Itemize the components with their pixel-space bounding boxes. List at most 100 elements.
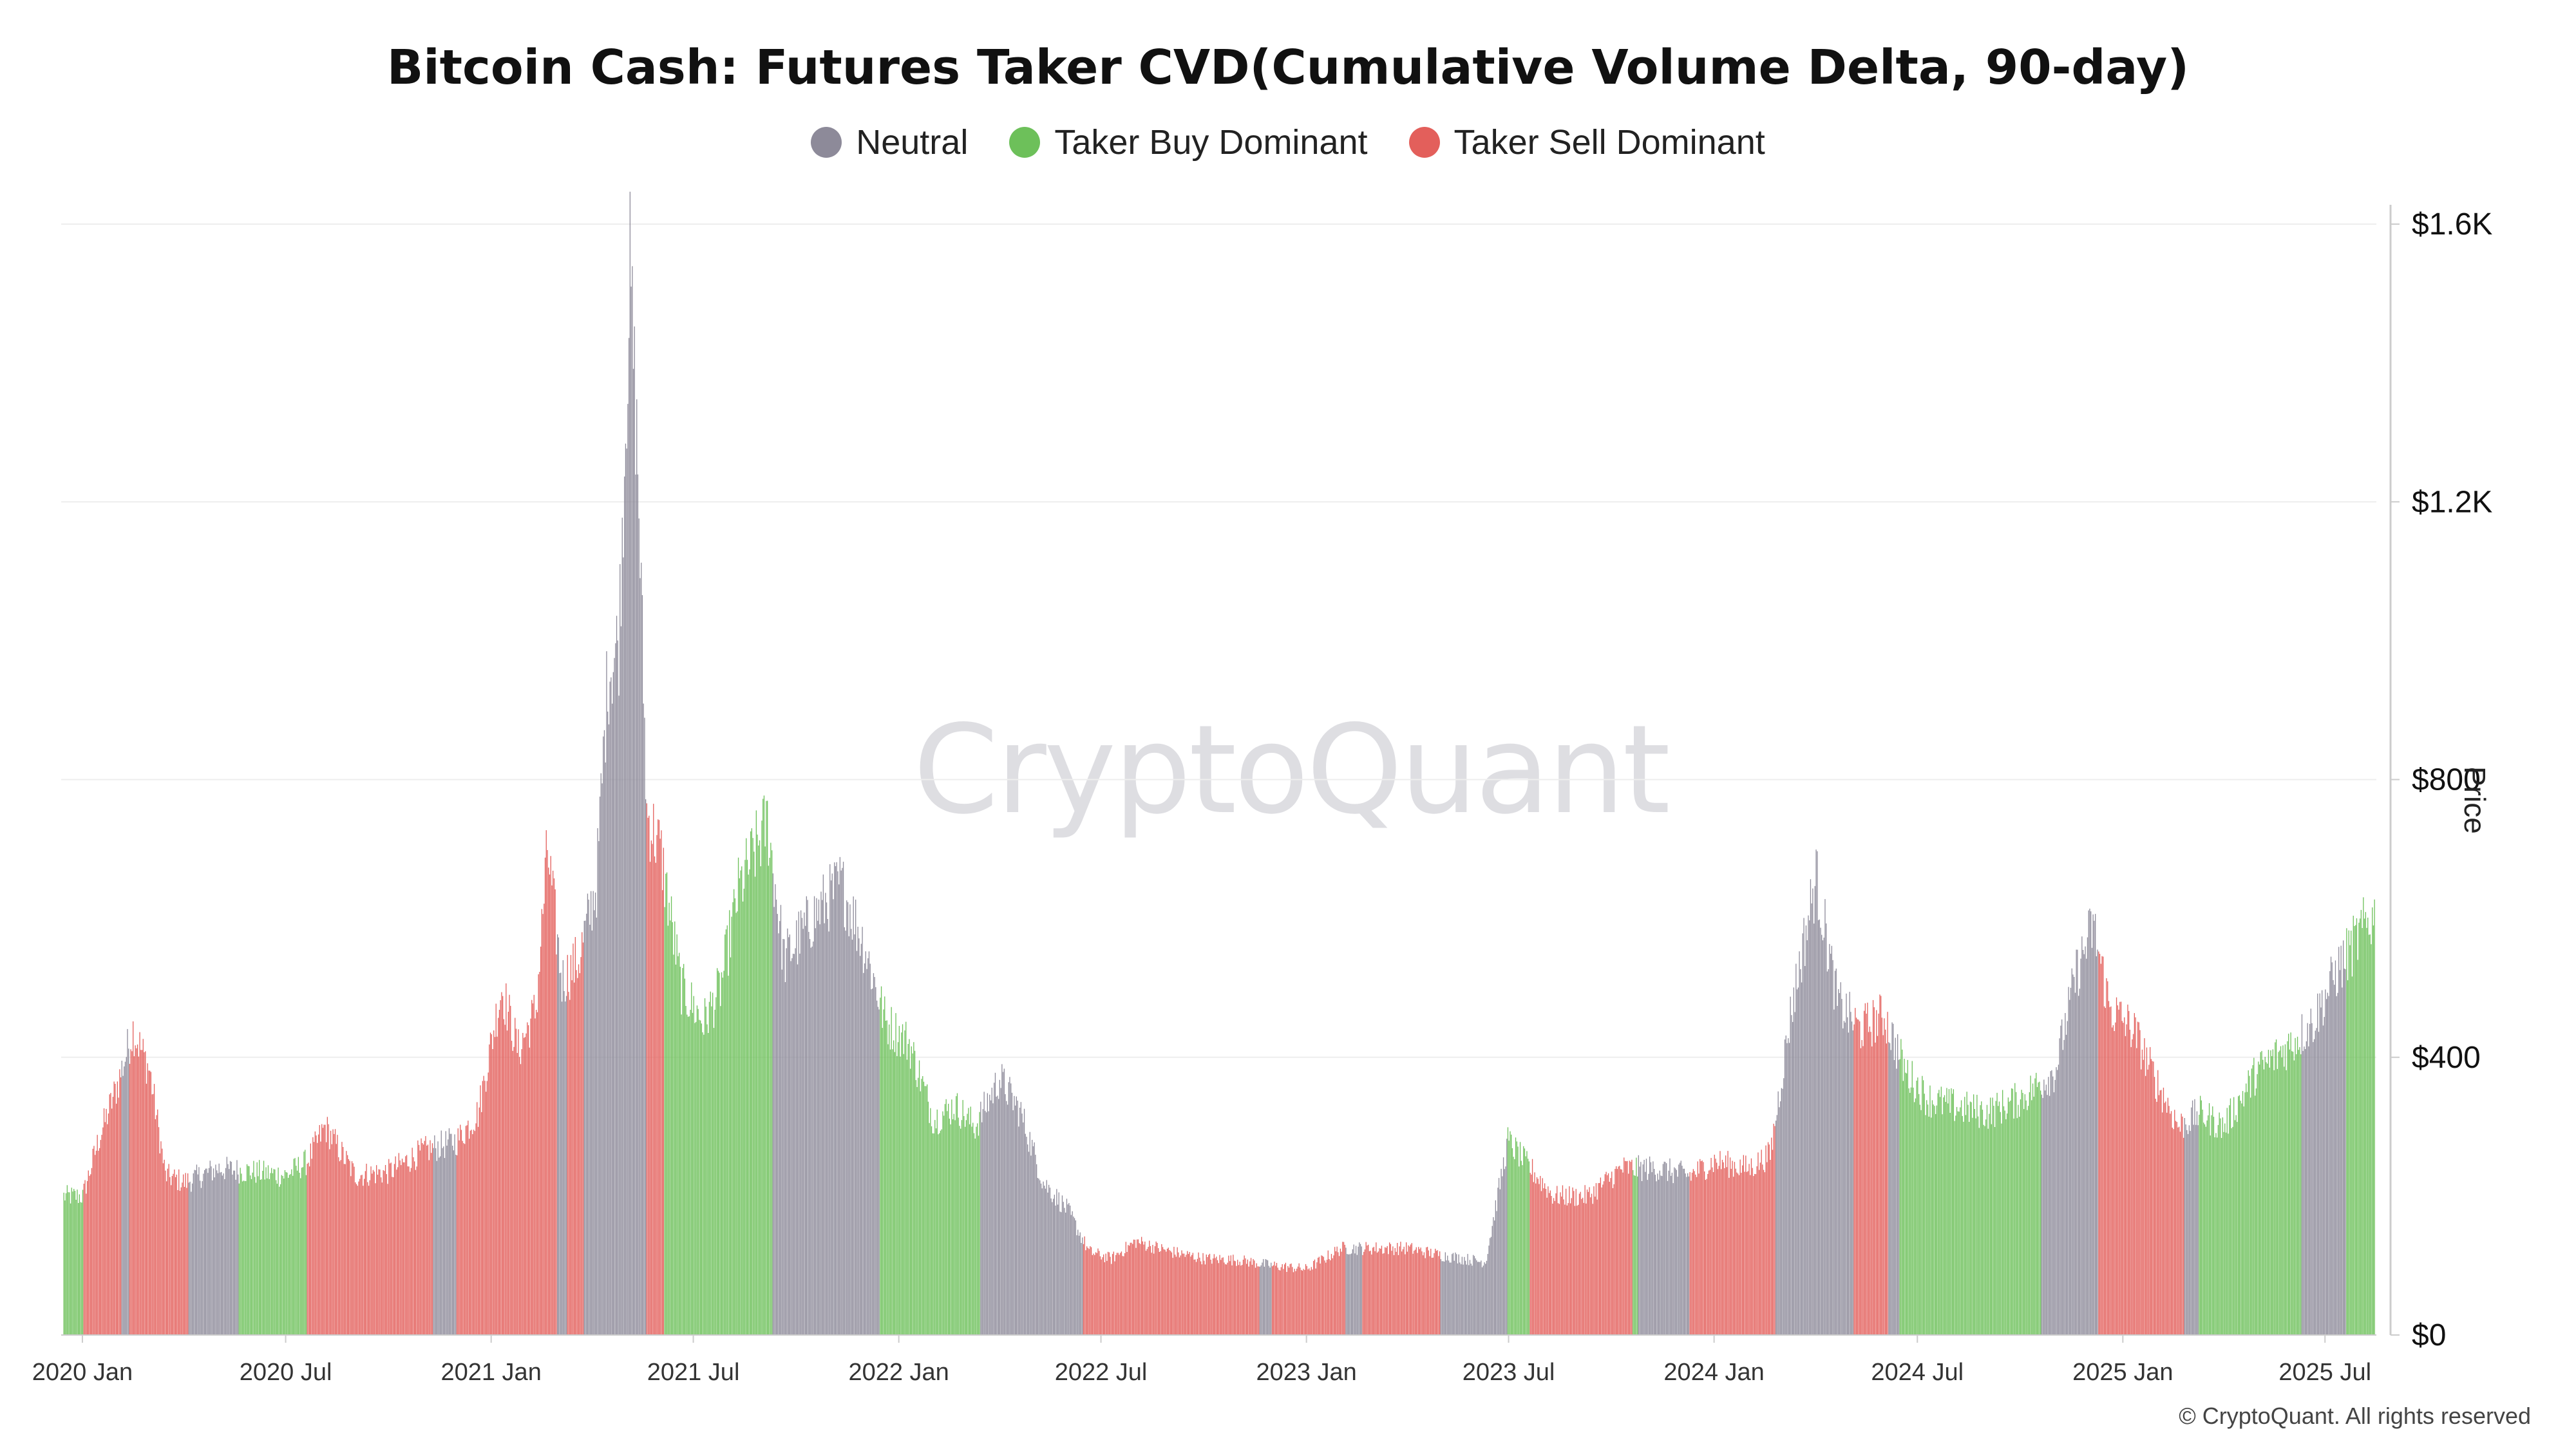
price-bar (1046, 1180, 1047, 1335)
price-bar (1609, 1182, 1610, 1335)
price-bar (784, 982, 786, 1335)
price-bar (1097, 1248, 1099, 1335)
price-bar (1873, 1007, 1875, 1335)
price-bar (1844, 1022, 1846, 1335)
price-bar (1108, 1252, 1110, 1335)
price-bar (368, 1186, 370, 1335)
price-bar (740, 870, 741, 1335)
price-bar (193, 1173, 194, 1335)
price-bar (2305, 1049, 2306, 1335)
price-bar (300, 1178, 301, 1335)
price-bar (1359, 1244, 1361, 1335)
price-bar (263, 1160, 265, 1335)
price-bar (1477, 1262, 1479, 1335)
price-bar (724, 934, 726, 1335)
price-bar (2195, 1124, 2197, 1335)
price-bar (715, 997, 717, 1335)
price-bar (1072, 1211, 1073, 1335)
legend-item-taker-sell[interactable]: Taker Sell Dominant (1408, 122, 1765, 162)
legend-item-taker-buy[interactable]: Taker Buy Dominant (1009, 122, 1368, 162)
price-bar (869, 963, 871, 1335)
price-bar (822, 874, 824, 1335)
price-bar (1938, 1090, 1940, 1335)
price-bar (301, 1168, 303, 1335)
price-bar (1094, 1255, 1095, 1335)
price-bar (1754, 1173, 1756, 1335)
price-bar (2277, 1068, 2278, 1335)
price-bar (2036, 1086, 2038, 1335)
price-bar (2255, 1088, 2257, 1335)
price-bar (1389, 1242, 1390, 1335)
price-bar (1368, 1251, 1370, 1335)
price-bar (1222, 1257, 1224, 1335)
price-bar (1981, 1101, 1982, 1335)
price-bar (234, 1170, 236, 1335)
price-bar (2253, 1057, 2255, 1335)
price-bar (1423, 1252, 1425, 1335)
price-bar (1517, 1146, 1519, 1335)
price-bar (1412, 1253, 1414, 1335)
price-bar (1781, 1088, 1782, 1335)
price-bar (1209, 1253, 1211, 1335)
price-bar (949, 1119, 950, 1335)
price-bar (2366, 927, 2367, 1335)
price-bar (180, 1187, 182, 1335)
price-bar (1685, 1173, 1686, 1335)
price-bar (1535, 1183, 1537, 1335)
price-bar (89, 1175, 90, 1335)
chart-title: Bitcoin Cash: Futures Taker CVD(Cumulati… (386, 40, 2190, 95)
price-bar (1998, 1101, 2000, 1335)
price-bar (1591, 1193, 1593, 1335)
price-bar (2183, 1137, 2184, 1335)
price-bar (2097, 949, 2098, 1335)
price-bar (434, 1135, 435, 1335)
price-bar (437, 1141, 439, 1335)
price-bar (90, 1174, 91, 1335)
price-bar (662, 890, 663, 1335)
price-bar (1610, 1178, 1611, 1335)
price-bar (1895, 1037, 1896, 1335)
legend-item-neutral[interactable]: Neutral (811, 122, 968, 162)
price-bar (863, 972, 864, 1335)
price-bar (2126, 1024, 2127, 1335)
price-bar (2280, 1046, 2282, 1335)
price-bar (364, 1179, 365, 1335)
price-bar (1494, 1220, 1495, 1335)
price-bar (796, 920, 797, 1335)
price-bar (1053, 1198, 1054, 1335)
price-bar (1059, 1211, 1061, 1335)
price-bar (338, 1157, 339, 1335)
price-bar (1246, 1264, 1247, 1335)
price-bar (1086, 1246, 1088, 1335)
price-bar (1739, 1159, 1741, 1335)
price-bar (1391, 1251, 1392, 1335)
price-bar (1361, 1246, 1362, 1335)
price-bar (2241, 1103, 2242, 1335)
price-bar (2226, 1108, 2228, 1335)
price-bar (1160, 1251, 1161, 1335)
price-bar (1952, 1094, 1953, 1335)
price-bar (2092, 914, 2094, 1335)
price-bar (405, 1156, 406, 1335)
price-bar (2289, 1049, 2290, 1335)
price-bar (1050, 1198, 1052, 1335)
price-bar (790, 961, 791, 1335)
price-bar (708, 1001, 710, 1335)
price-bar (452, 1146, 453, 1335)
price-bar (2223, 1132, 2224, 1335)
price-bar (1759, 1162, 1761, 1335)
price-bar (2041, 1094, 2042, 1335)
price-bar (1676, 1170, 1677, 1335)
price-bar (647, 817, 649, 1335)
price-bar (1985, 1119, 1987, 1335)
price-bar (1351, 1253, 1352, 1335)
price-bar (1140, 1244, 1141, 1335)
price-bar (711, 1006, 712, 1335)
price-bar (312, 1137, 314, 1335)
price-bar (1456, 1254, 1457, 1335)
price-bar (560, 972, 562, 1335)
price-bar (1115, 1255, 1117, 1335)
price-bar (66, 1185, 68, 1335)
price-bar (1406, 1251, 1408, 1335)
price-bar (305, 1175, 307, 1335)
